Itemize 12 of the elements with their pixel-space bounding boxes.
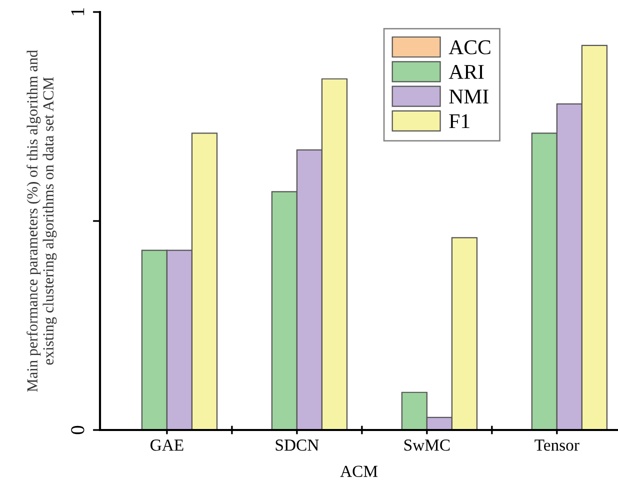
x-tick-label: SDCN xyxy=(276,440,319,451)
y-axis-title: Main performance parameters (%) of this algorithm and existing clustering algorithms on data set ACM xyxy=(26,50,57,392)
legend-label: F1 xyxy=(449,114,470,128)
x-tick-label: GAE xyxy=(150,440,184,451)
y-tick-label: 1 xyxy=(71,8,84,16)
x-tick-label: Tensor xyxy=(534,440,580,451)
legend-label: ARI xyxy=(448,64,484,79)
legend-label: ACC xyxy=(448,40,490,54)
x-tick-label: SwMC xyxy=(404,440,450,451)
y-tick-label: 0 xyxy=(71,426,84,434)
x-axis-title: ACM xyxy=(340,466,378,477)
legend-label: NMI xyxy=(449,90,488,104)
